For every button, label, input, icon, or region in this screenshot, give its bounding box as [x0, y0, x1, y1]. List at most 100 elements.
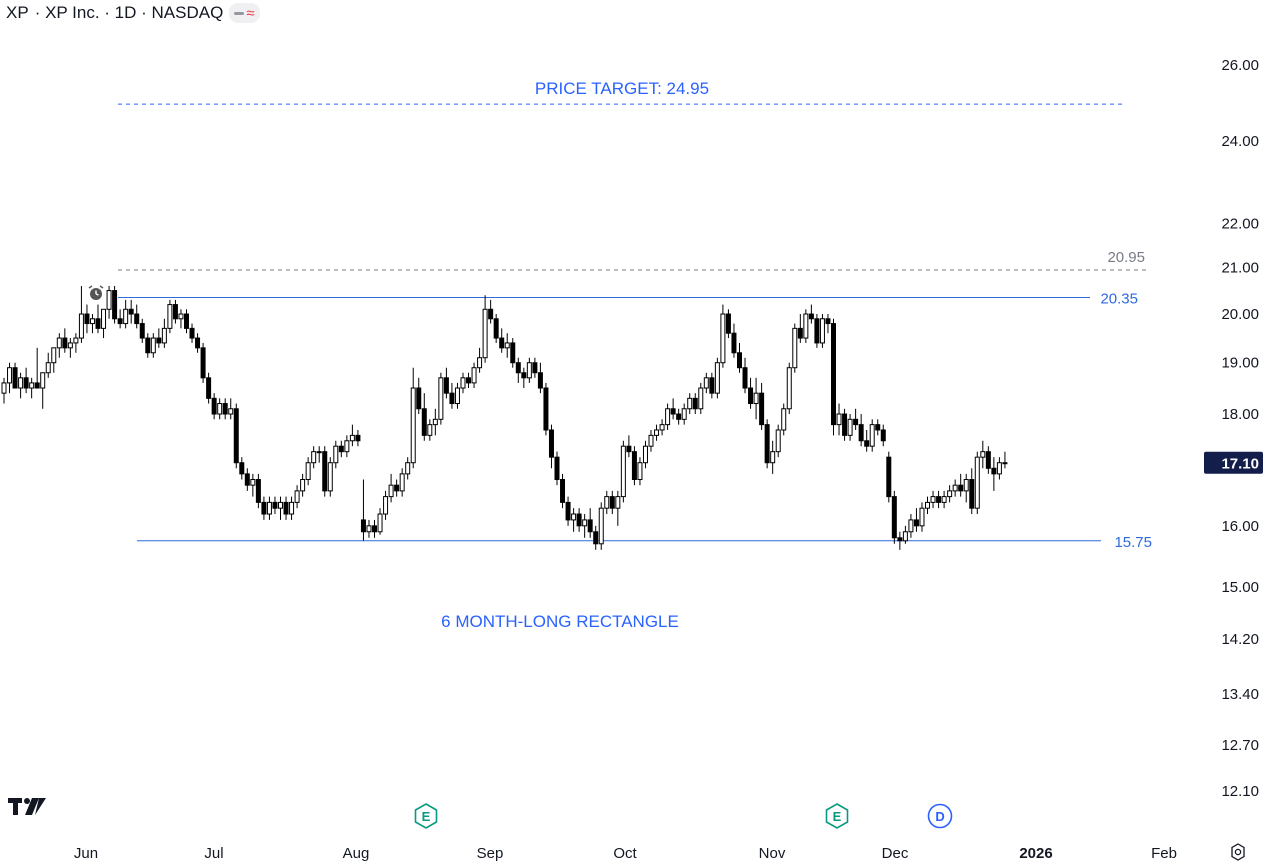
candle-body — [582, 519, 588, 527]
candle-body — [703, 377, 709, 389]
candle — [477, 347, 483, 373]
candle — [217, 398, 223, 420]
candles-layer — [1, 285, 1008, 550]
price-axis[interactable]: 26.00 24.00 22.00 21.00 20.00 19.00 18.00 16.00… — [1204, 57, 1263, 800]
candle — [178, 309, 184, 329]
candle-body — [654, 429, 660, 436]
candle-body — [200, 347, 206, 379]
candle — [510, 338, 516, 368]
candle-body — [897, 537, 903, 542]
candle — [764, 419, 770, 469]
candle — [372, 519, 378, 538]
candle-body — [222, 403, 228, 415]
candle — [278, 496, 283, 520]
candle-body — [853, 418, 859, 426]
event-letter: D — [935, 809, 944, 824]
candle — [548, 424, 554, 469]
candle — [759, 382, 765, 430]
candle — [748, 377, 754, 409]
candle-body — [565, 501, 571, 521]
candle-body — [156, 337, 162, 344]
candle-body — [548, 429, 554, 458]
candle-body — [731, 332, 737, 354]
candle-body — [183, 313, 189, 329]
candle — [482, 295, 488, 363]
time-tick-label: Feb — [1151, 845, 1177, 862]
minus-icon[interactable] — [234, 11, 245, 15]
candle — [399, 468, 405, 497]
candle — [825, 314, 831, 334]
support-label: 15.75 — [1114, 534, 1152, 551]
candle-body — [902, 531, 908, 542]
candle-body — [515, 362, 521, 374]
candle-body — [443, 377, 449, 394]
candle — [7, 362, 13, 394]
candle-body — [831, 323, 836, 426]
event-letter: E — [833, 809, 842, 824]
time-tick-label: Aug — [343, 845, 370, 862]
dividend-event-icon[interactable]: D — [927, 803, 953, 829]
candle-body — [195, 337, 201, 349]
earnings-event-icon[interactable]: E — [414, 803, 438, 829]
candle — [670, 398, 676, 420]
candle-body — [95, 318, 101, 329]
candle — [869, 419, 875, 452]
candle-body — [764, 424, 770, 464]
earnings-event-icon[interactable]: E — [825, 803, 849, 829]
candle — [925, 496, 931, 515]
candle-body — [925, 501, 931, 509]
candle — [432, 408, 438, 436]
candle-body — [438, 377, 444, 420]
candle-body — [471, 367, 477, 384]
candle — [687, 393, 693, 415]
candle — [831, 318, 836, 436]
price-tick-label: 13.40 — [1221, 686, 1259, 703]
wave-icon[interactable]: ≈ — [246, 4, 255, 22]
candle-body — [128, 308, 134, 315]
candle — [239, 457, 245, 480]
candle — [913, 508, 919, 532]
candle-body — [676, 413, 682, 420]
candle — [488, 299, 494, 324]
candle-body — [40, 372, 46, 389]
tradingview-logo-icon — [8, 798, 46, 815]
candle — [919, 502, 925, 532]
settings-gear-icon[interactable] — [1228, 842, 1248, 862]
candle-body — [477, 357, 483, 369]
candle-body — [742, 367, 748, 389]
candle-body — [366, 525, 372, 533]
candle-body — [631, 451, 637, 481]
candle — [300, 473, 306, 497]
candle-body — [958, 484, 964, 492]
candle — [980, 440, 986, 469]
candle-body — [300, 479, 306, 492]
price-tick-label: 19.00 — [1221, 355, 1259, 372]
candle-body — [869, 424, 875, 447]
candle — [233, 403, 239, 469]
time-axis[interactable]: Jun Jul Aug Sep Oct Nov Dec 2026 Feb — [74, 845, 1177, 862]
candle-body — [781, 408, 787, 431]
candle-body — [145, 337, 151, 354]
candle — [742, 357, 748, 394]
candle — [775, 424, 781, 458]
candle — [349, 424, 355, 447]
candle — [266, 496, 272, 520]
candle-body — [665, 408, 671, 426]
candle-body — [936, 496, 942, 503]
candle — [560, 473, 566, 509]
candle-body — [692, 397, 698, 410]
candle-body — [681, 408, 687, 420]
candle — [355, 429, 361, 447]
candle — [460, 372, 466, 394]
candle-body — [51, 347, 57, 364]
candle — [897, 531, 903, 550]
candle — [996, 457, 1002, 480]
candle — [123, 299, 129, 329]
symbol-name[interactable]: XP — [6, 3, 29, 22]
candle-body — [150, 337, 156, 354]
candle-body — [139, 323, 145, 339]
indicator-pill[interactable]: ≈ — [229, 3, 260, 23]
candle-body — [449, 392, 455, 405]
alert-clock-icon[interactable] — [88, 285, 104, 300]
